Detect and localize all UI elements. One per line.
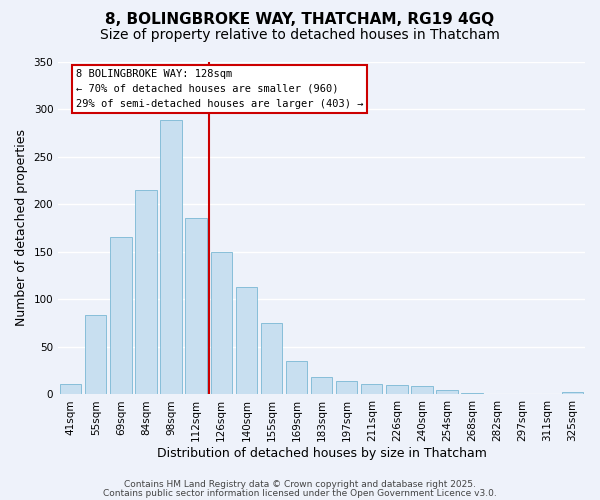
Bar xyxy=(261,323,282,394)
Y-axis label: Number of detached properties: Number of detached properties xyxy=(15,130,28,326)
Bar xyxy=(286,361,307,394)
Bar xyxy=(236,287,257,395)
Bar xyxy=(461,392,483,394)
Bar xyxy=(411,386,433,394)
Text: Size of property relative to detached houses in Thatcham: Size of property relative to detached ho… xyxy=(100,28,500,42)
Text: 8, BOLINGBROKE WAY, THATCHAM, RG19 4GQ: 8, BOLINGBROKE WAY, THATCHAM, RG19 4GQ xyxy=(106,12,494,28)
Bar xyxy=(211,252,232,394)
Bar xyxy=(436,390,458,394)
Bar xyxy=(311,378,332,394)
Bar xyxy=(60,384,82,394)
Bar xyxy=(110,238,131,394)
X-axis label: Distribution of detached houses by size in Thatcham: Distribution of detached houses by size … xyxy=(157,447,487,460)
Bar xyxy=(160,120,182,394)
Bar xyxy=(85,316,106,394)
Text: 8 BOLINGBROKE WAY: 128sqm
← 70% of detached houses are smaller (960)
29% of semi: 8 BOLINGBROKE WAY: 128sqm ← 70% of detac… xyxy=(76,69,363,108)
Text: Contains HM Land Registry data © Crown copyright and database right 2025.: Contains HM Land Registry data © Crown c… xyxy=(124,480,476,489)
Bar xyxy=(361,384,382,394)
Text: Contains public sector information licensed under the Open Government Licence v3: Contains public sector information licen… xyxy=(103,488,497,498)
Bar xyxy=(136,190,157,394)
Bar xyxy=(562,392,583,394)
Bar xyxy=(336,381,358,394)
Bar xyxy=(386,385,407,394)
Bar xyxy=(185,218,207,394)
